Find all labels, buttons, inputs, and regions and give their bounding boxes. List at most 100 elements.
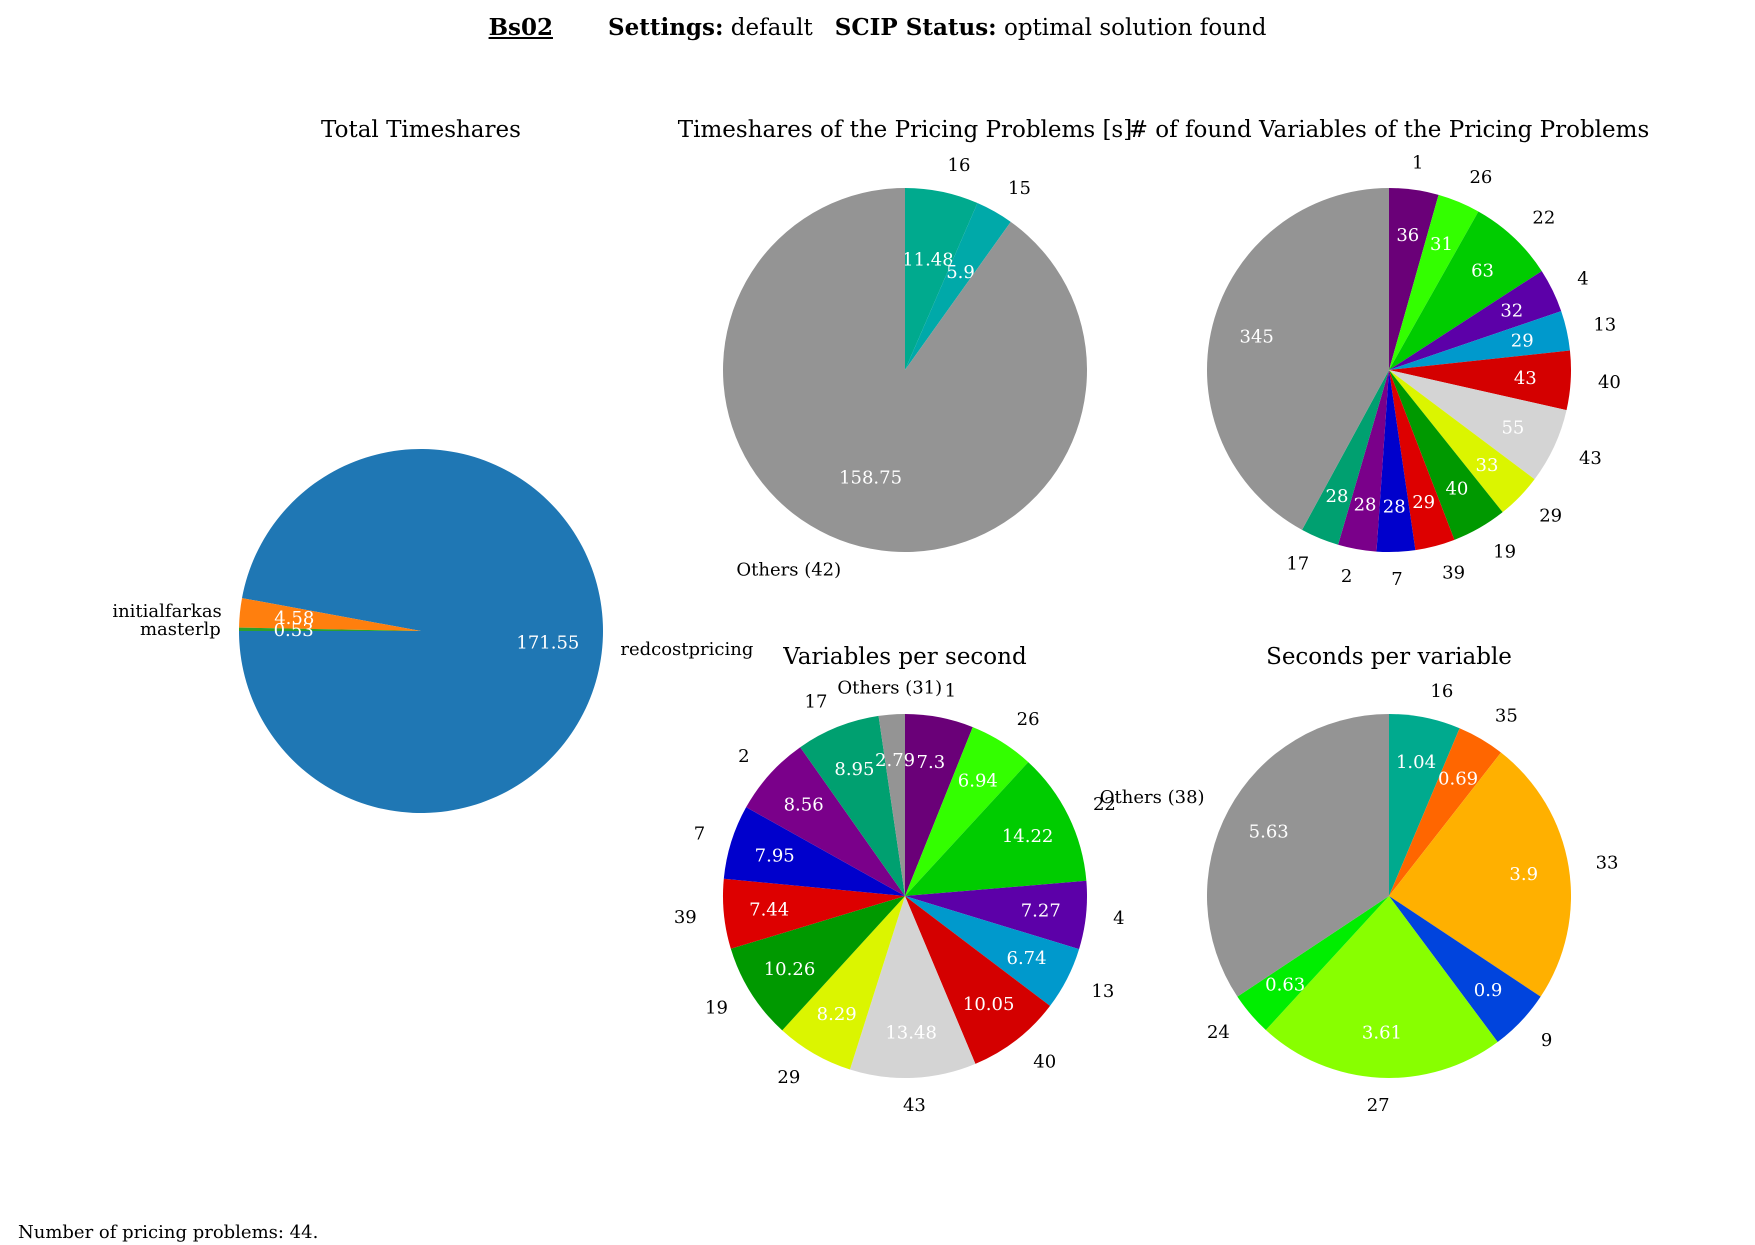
slice-value: 31: [1430, 234, 1453, 255]
slice-value: 29: [1412, 492, 1435, 513]
slice-label: 9: [1541, 1030, 1552, 1051]
slice-label: 39: [1442, 562, 1465, 583]
pie-slice: [1389, 370, 1503, 540]
slice-label: 7: [1391, 569, 1402, 590]
slice-value: 7.95: [755, 845, 795, 866]
slice-label: redcostpricing: [620, 639, 753, 660]
slice-value: 63: [1471, 261, 1494, 282]
settings-value: default: [730, 15, 813, 41]
slice-label: Others (38): [1100, 787, 1205, 808]
slice-label: 13: [1091, 981, 1114, 1002]
pie-slice: [722, 878, 905, 949]
pie-slice: [1389, 896, 1541, 1042]
pie-slice: [723, 188, 1088, 552]
slice-value: 8.56: [784, 795, 824, 816]
slice-label: 2: [1341, 566, 1352, 587]
footer-note: Number of pricing problems: 44.: [18, 1222, 319, 1243]
pie-slice: [905, 896, 1080, 1006]
pie-slice: [239, 598, 421, 631]
slice-label: 4: [1113, 908, 1124, 929]
slice-label: 2: [738, 746, 749, 767]
slice-label: 17: [805, 692, 828, 713]
slice-label: 29: [1539, 506, 1562, 527]
slice-label: 35: [1495, 705, 1518, 726]
pie-slice: [905, 762, 1087, 896]
slice-label: 33: [1596, 852, 1619, 873]
pie-slice: [1265, 896, 1498, 1078]
slice-label: masterlp: [140, 619, 221, 640]
pie-chart-2: Timeshares of the Pricing Problems [s] 11…: [678, 117, 1132, 580]
pie-slice: [746, 747, 905, 896]
chart-title: Variables per second: [782, 644, 1027, 670]
slice-label: 16: [1430, 681, 1453, 702]
slice-label: 15: [1008, 178, 1031, 199]
slice-value: 29: [1511, 330, 1534, 351]
slice-label: 26: [1017, 709, 1040, 730]
pie-slice: [1389, 714, 1460, 896]
slice-value: 14.22: [1002, 826, 1054, 847]
slice-value: 1.04: [1396, 752, 1436, 773]
slice-label: 26: [1469, 167, 1492, 188]
chart-title: Seconds per variable: [1266, 644, 1512, 670]
slice-value: 10.26: [764, 959, 816, 980]
slice-label: 22: [1093, 794, 1116, 815]
pie-slice: [1338, 370, 1389, 552]
pie-slice: [905, 188, 978, 370]
slice-value: 158.75: [839, 467, 902, 488]
pie-slice: [238, 627, 421, 631]
pie-slice: [782, 896, 905, 1070]
slice-value: 7.27: [1021, 900, 1061, 921]
pie-slice: [723, 807, 905, 896]
status-value: optimal solution found: [1003, 15, 1267, 41]
slice-label: 22: [1532, 208, 1555, 229]
settings-label: Settings:: [607, 14, 724, 41]
slice-value: 43: [1514, 368, 1537, 389]
slice-value: 40: [1445, 478, 1468, 499]
slice-value: 36: [1396, 225, 1419, 246]
slice-value: 28: [1383, 496, 1406, 517]
pie-slice: [1389, 350, 1571, 411]
pie-slice: [1389, 188, 1439, 370]
slice-label: 39: [674, 907, 697, 928]
slice-label: 19: [1493, 542, 1516, 563]
slice-value: 5.9: [946, 262, 975, 283]
slice-label: 16: [948, 155, 971, 176]
chart-title: Total Timeshares: [321, 117, 521, 143]
slice-value: 33: [1476, 455, 1499, 476]
slice-value: 7.3: [917, 752, 946, 773]
slice-label: 43: [1579, 448, 1602, 469]
slice-label: 27: [1367, 1095, 1390, 1116]
pie-slice: [1389, 728, 1501, 896]
slice-label: initialfarkas: [112, 601, 221, 622]
pie-slice: [1389, 311, 1570, 370]
pie-slice: [905, 203, 1011, 370]
pie-slice: [1389, 194, 1479, 370]
pie-slice: [849, 896, 976, 1079]
pie-slice: [1389, 370, 1567, 480]
slice-value: 3.9: [1509, 864, 1538, 885]
slice-value: 2.79: [875, 750, 915, 771]
pie-chart-4: Variables per second 7.3 1 6.94 26 14.22 22 7.2…: [674, 644, 1125, 1116]
slice-label: 29: [777, 1067, 800, 1088]
slice-label: 40: [1598, 372, 1621, 393]
instance-name: Bs02: [488, 14, 553, 41]
pie-slice: [1206, 714, 1389, 997]
pie-chart-5: Seconds per variable 1.04 16 0.69 35 3.9 33 0.9…: [1100, 644, 1619, 1116]
slice-value: 8.29: [817, 1004, 857, 1025]
slice-value: 345: [1240, 326, 1274, 347]
slice-value: 28: [1354, 494, 1377, 515]
slice-value: 3.61: [1362, 1022, 1402, 1043]
slice-label: 7: [694, 824, 705, 845]
slice-label: Others (42): [736, 559, 841, 580]
slice-label: 1: [1412, 153, 1423, 174]
pie-slice: [1237, 896, 1389, 1030]
pie-slice: [1389, 370, 1535, 513]
slice-label: Others (31): [837, 677, 942, 698]
slice-value: 32: [1500, 300, 1523, 321]
pie-slice: [905, 727, 1029, 896]
pie-slice: [1389, 370, 1455, 551]
pie-slice: [1376, 370, 1416, 553]
slice-value: 11.48: [902, 250, 954, 271]
status-label: SCIP Status:: [834, 14, 997, 41]
